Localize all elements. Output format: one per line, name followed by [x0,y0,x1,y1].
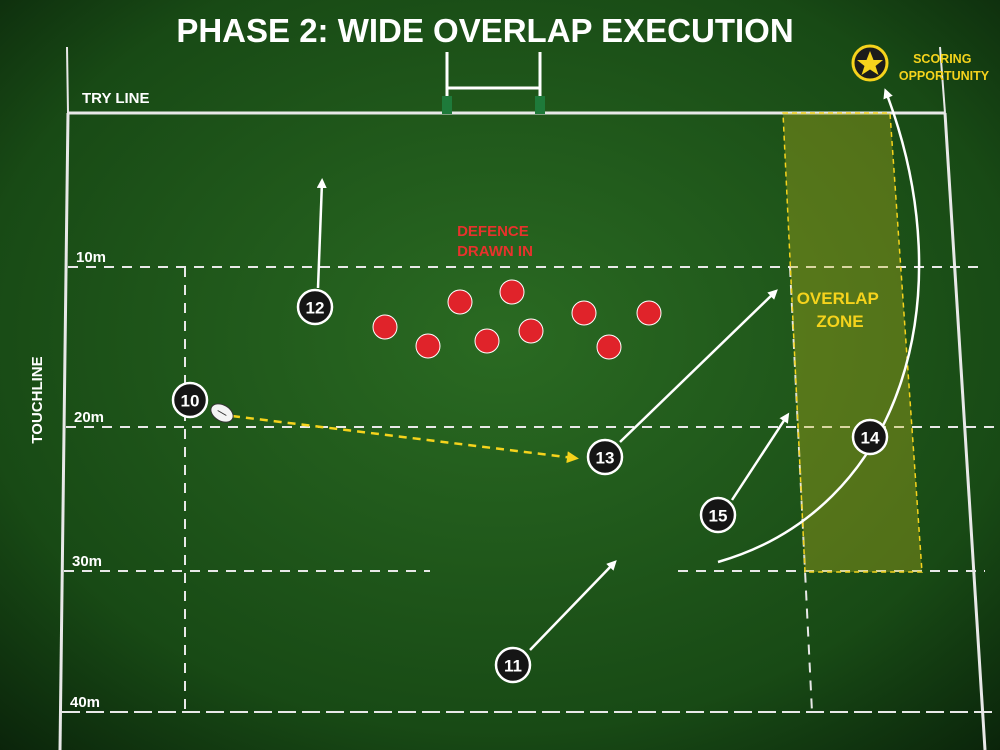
player-marker [851,418,889,456]
defence-line: DRAWN IN [457,243,533,260]
player-number: 15 [709,507,728,526]
run-arrows [316,88,921,651]
distance-label: 10m [76,249,106,266]
distance-label: 30m [72,553,102,570]
defence-label: DEFENCE DRAWN IN [457,223,533,260]
player-number: 11 [504,657,522,676]
overlap-zone [782,112,923,573]
player-marker [494,646,532,684]
player-marker [699,496,737,534]
scoring-label: SCORING OPPORTUNITY [899,52,990,83]
try-line-label: TRY LINE [82,90,150,107]
touchline-label: TOUCHLINE [29,356,46,443]
scoring-icon [851,44,889,82]
players: 12 10 13 15 14 11 [171,288,889,684]
scoring-line: SCORING [913,52,971,66]
overlap-label: OVERLAP ZONE [797,289,884,331]
player-number: 10 [181,392,200,411]
pass-arrow [231,414,579,464]
distance-label: 40m [70,694,100,711]
ball [210,403,234,423]
player-marker [296,288,334,326]
distance-label: 20m [74,409,104,426]
scoring-line: OPPORTUNITY [899,69,990,83]
player-marker [586,438,624,476]
defence-line: DEFENCE [457,223,529,240]
overlap-line: ZONE [816,312,863,331]
player-marker [171,381,209,419]
overlap-line: OVERLAP [797,289,879,308]
player-number: 13 [596,449,615,468]
title: PHASE 2: WIDE OVERLAP EXECUTION [176,12,793,49]
player-number: 14 [861,429,880,448]
goal-posts [442,52,545,114]
field-lines [58,46,987,750]
defenders [372,279,662,360]
player-number: 12 [306,299,325,318]
